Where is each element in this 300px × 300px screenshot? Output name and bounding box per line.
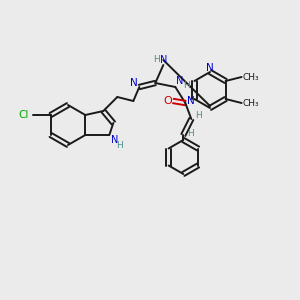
Text: N: N: [130, 78, 138, 88]
Text: N: N: [111, 135, 118, 145]
Text: N: N: [176, 76, 183, 86]
Text: N: N: [160, 55, 167, 65]
Text: O: O: [163, 96, 172, 106]
Text: CH₃: CH₃: [242, 98, 259, 107]
Text: H: H: [187, 128, 194, 137]
Text: H: H: [195, 110, 202, 119]
Text: Cl: Cl: [19, 110, 29, 120]
Text: N: N: [206, 63, 214, 73]
Text: H: H: [183, 80, 190, 89]
Text: H: H: [116, 142, 123, 151]
Text: CH₃: CH₃: [242, 73, 259, 82]
Text: H: H: [153, 56, 160, 64]
Text: N: N: [187, 96, 194, 106]
